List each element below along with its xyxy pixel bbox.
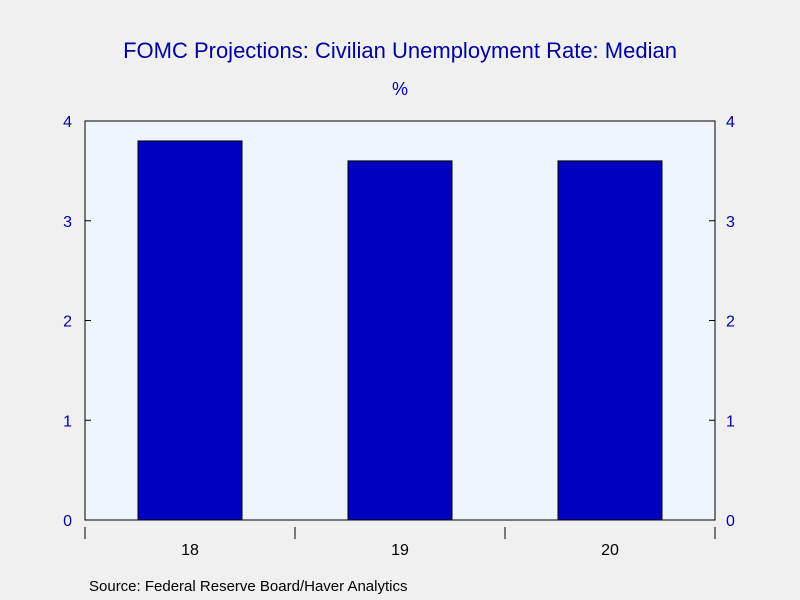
y-tick-label-right: 1	[726, 413, 735, 430]
chart-unit-label: %	[391, 79, 408, 99]
y-tick-label-right: 0	[726, 513, 735, 530]
y-tick-label-right: 2	[726, 314, 735, 331]
y-tick-label-right: 3	[726, 214, 735, 231]
chart-title: FOMC Projections: Civilian Unemployment …	[123, 38, 677, 63]
x-tick-label: 20	[601, 542, 619, 559]
bar-18	[137, 140, 243, 521]
y-tick-label-left: 4	[63, 114, 72, 131]
source-note: Source: Federal Reserve Board/Haver Anal…	[89, 578, 408, 595]
y-tick-label-left: 1	[63, 413, 72, 430]
y-tick-label-right: 4	[726, 114, 735, 131]
bar-19	[347, 160, 453, 521]
x-tick-label: 18	[181, 542, 199, 559]
y-tick-label-left: 2	[63, 314, 72, 331]
y-tick-label-left: 3	[63, 214, 72, 231]
x-tick-label: 19	[391, 542, 409, 559]
y-tick-label-left: 0	[63, 513, 72, 530]
bar-20	[557, 160, 663, 521]
